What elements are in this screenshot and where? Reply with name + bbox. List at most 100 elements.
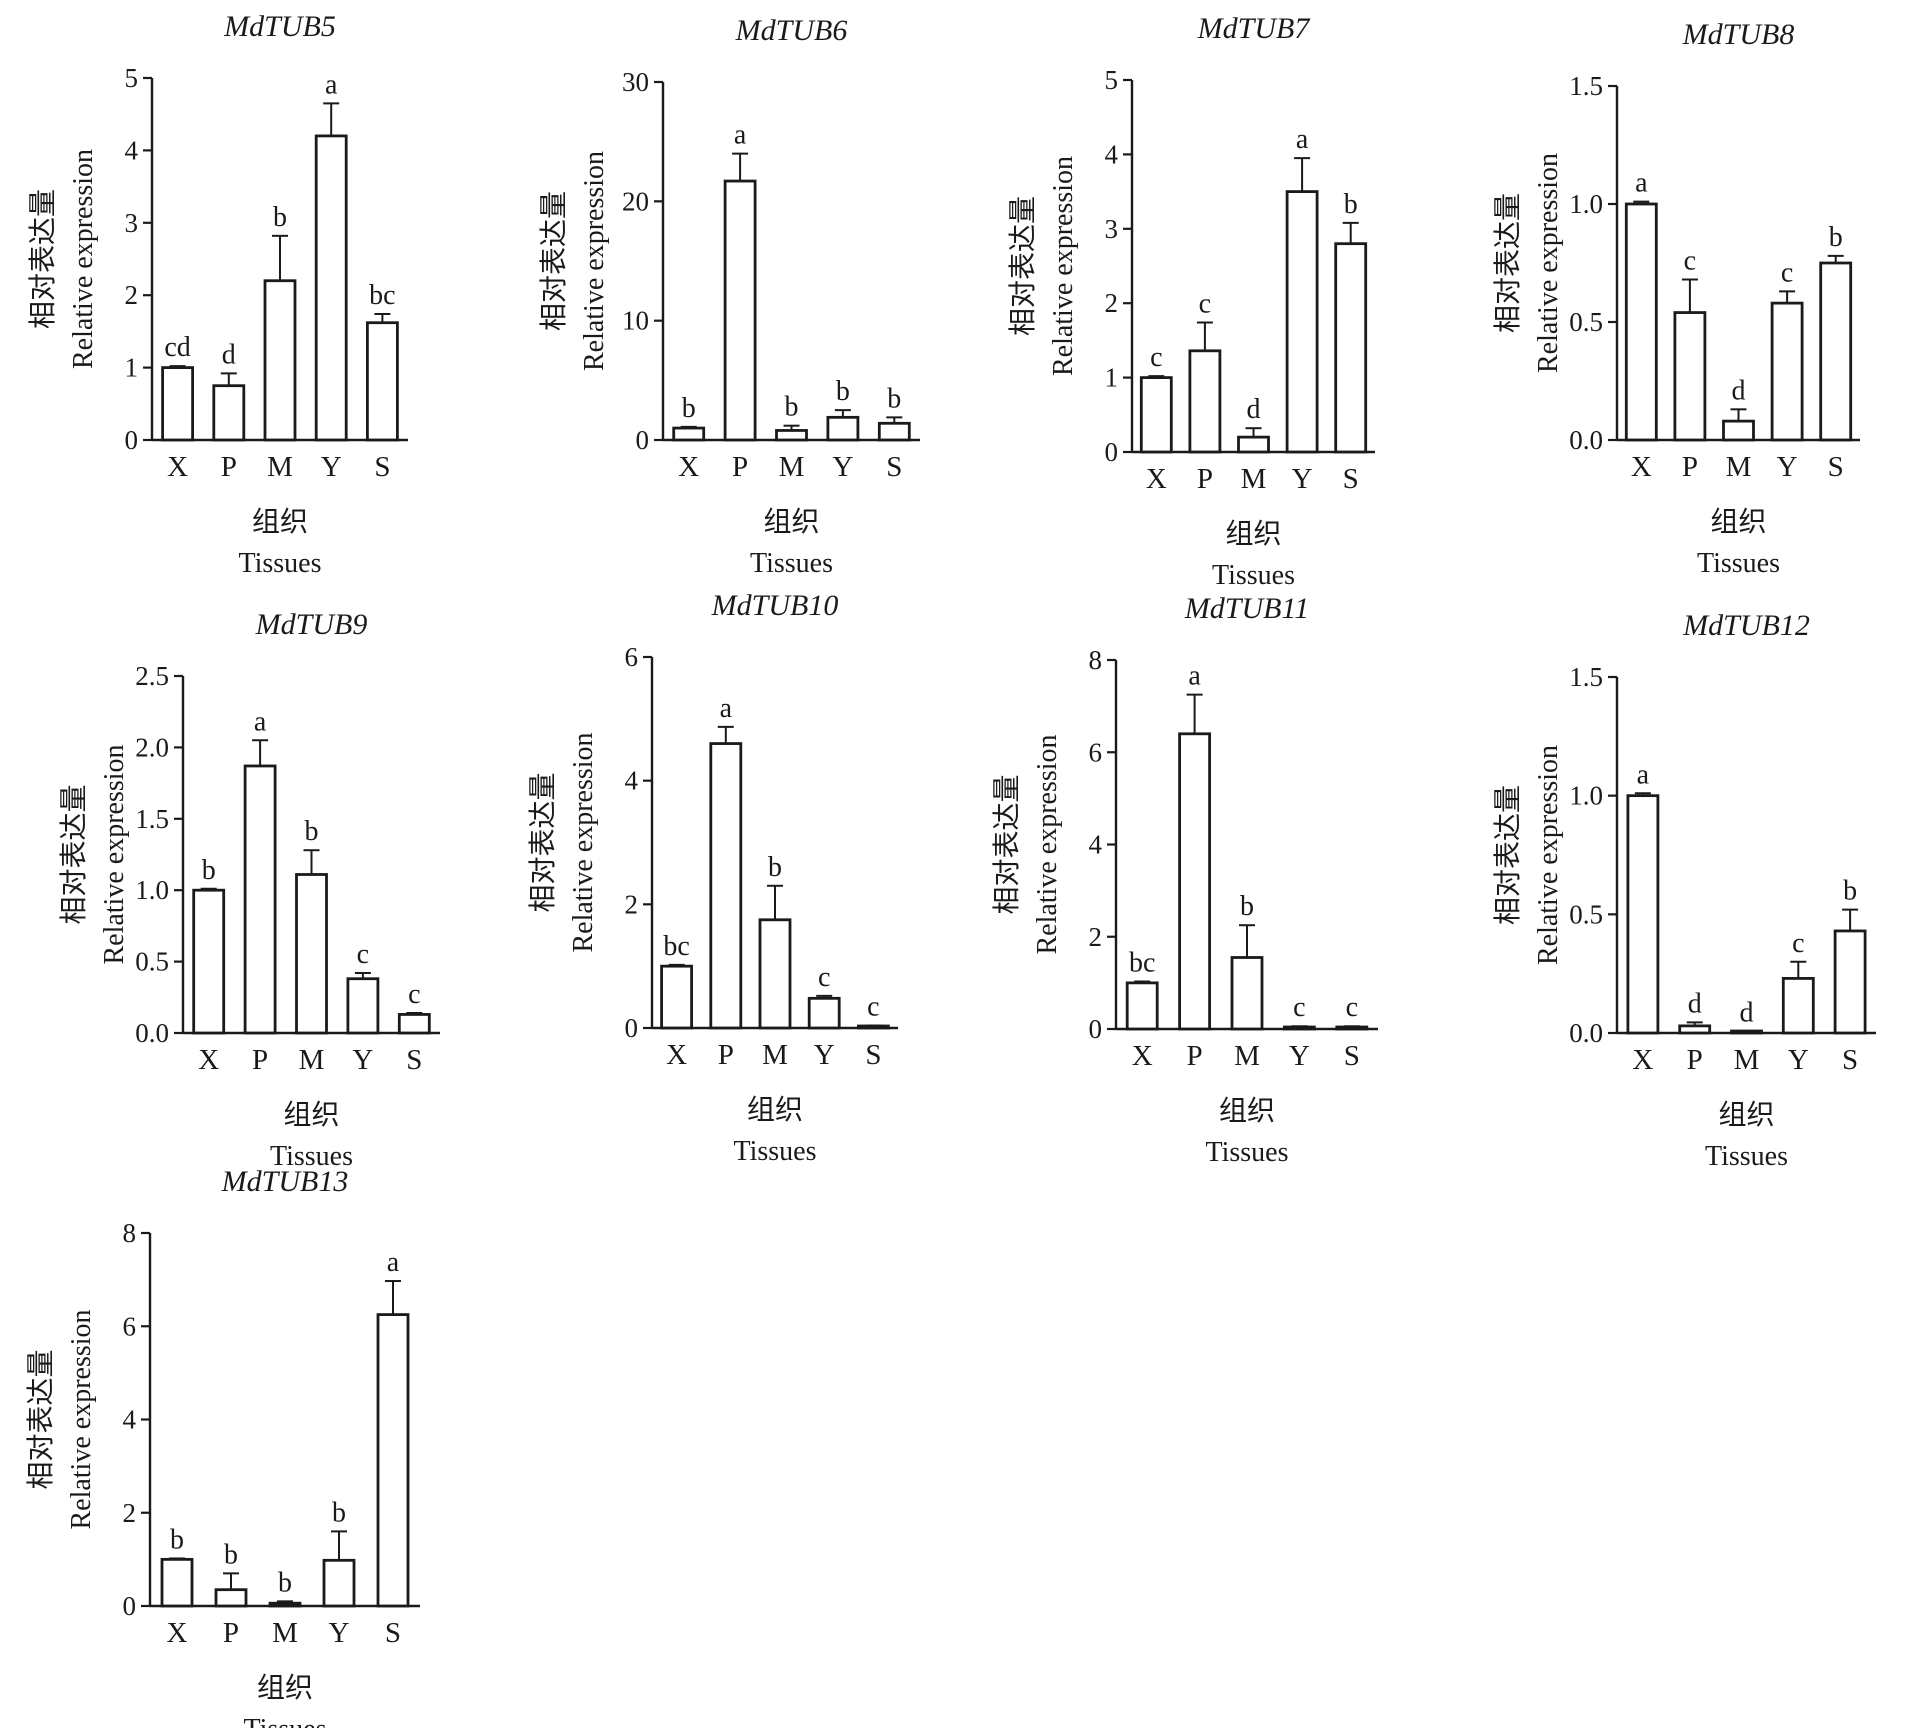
bar	[192, 888, 226, 1035]
x-axis-label: Tissues	[750, 548, 833, 579]
x-tick-label: S	[1842, 1044, 1858, 1076]
chart-title: MdTUB11	[1184, 592, 1309, 625]
y-tick-label: 3	[125, 208, 139, 238]
y-tick-label: 30	[622, 67, 649, 97]
bar	[1334, 242, 1368, 454]
y-tick-label: 0	[636, 425, 650, 455]
y-tick-label: 2.0	[135, 732, 169, 762]
chart-title: MdTUB5	[223, 10, 336, 43]
bar	[672, 426, 706, 442]
y-axis-label-cn: 相对表达量	[526, 772, 559, 912]
y-axis-label: Relative expression	[1048, 156, 1079, 376]
significance-letter: b	[1344, 189, 1358, 220]
x-tick-label: P	[252, 1044, 268, 1076]
bar	[1230, 956, 1264, 1031]
y-tick-label: 2	[123, 1498, 137, 1528]
x-axis-label-cn: 组织	[1718, 1098, 1774, 1131]
bar	[212, 384, 246, 442]
bar	[1178, 732, 1211, 1031]
x-tick-label: M	[272, 1617, 298, 1649]
x-axis-label-cn: 组织	[252, 505, 308, 538]
significance-letter: b	[332, 1497, 346, 1528]
significance-letter: c	[408, 979, 420, 1010]
x-axis-label: Tissues	[1205, 1137, 1288, 1168]
y-tick-label: 8	[1089, 645, 1103, 675]
bar	[1335, 1025, 1369, 1031]
x-tick-label: P	[1682, 451, 1698, 483]
x-tick-label: Y	[1289, 1040, 1310, 1072]
y-tick-label: 0.5	[135, 947, 169, 977]
bar	[1125, 981, 1159, 1031]
chart-panel: 0 1 2 3 4 5 cd Xd Pb Ma Ybc S MdTUB5 组织 Tissues 相对表达量 Re…	[26, 10, 408, 579]
bar	[1781, 977, 1815, 1035]
significance-letter: b	[305, 816, 319, 847]
significance-letter: a	[1296, 124, 1309, 155]
bar	[161, 366, 195, 442]
x-axis-label-cn: 组织	[283, 1098, 339, 1131]
x-tick-label: X	[1632, 1044, 1653, 1076]
y-axis-label: Relative expression	[1032, 734, 1063, 954]
chart-panel: 0.0 0.5 1.0 1.5 a Xc Pd Mc Yb S MdTUB8 组织 Tissues 相对表…	[1491, 18, 1860, 579]
x-tick-label: M	[1726, 451, 1752, 483]
y-axis-label-cn: 相对表达量	[537, 191, 570, 331]
bar	[1819, 261, 1853, 442]
y-axis-label-cn: 相对表达量	[990, 774, 1023, 914]
x-axis-label: Tissues	[1705, 1141, 1788, 1172]
significance-letter: c	[1684, 246, 1696, 277]
significance-letter: d	[1740, 997, 1754, 1028]
y-tick-label: 0.5	[1569, 307, 1603, 337]
bar	[1673, 311, 1707, 442]
significance-letter: d	[222, 339, 236, 370]
x-tick-label: Y	[832, 451, 853, 483]
significance-letter: bc	[663, 931, 689, 962]
y-axis-label: Relative expression	[68, 149, 99, 369]
significance-letter: a	[1635, 168, 1648, 199]
x-tick-label: X	[1146, 463, 1167, 495]
x-tick-label: Y	[1788, 1044, 1809, 1076]
y-tick-label: 8	[123, 1218, 137, 1248]
y-tick-label: 1.5	[1569, 662, 1603, 692]
x-tick-label: P	[223, 1617, 239, 1649]
x-axis-label-cn: 组织	[1710, 505, 1766, 538]
bar	[1626, 794, 1660, 1035]
y-tick-label: 1.5	[135, 804, 169, 834]
y-axis-label: Relative expression	[568, 732, 599, 952]
bar	[346, 977, 380, 1035]
significance-letter: c	[1150, 342, 1162, 373]
y-tick-label: 0	[123, 1591, 137, 1621]
significance-letter: c	[1293, 992, 1305, 1023]
y-tick-label: 0	[1089, 1014, 1103, 1044]
chart-title: MdTUB8	[1682, 18, 1795, 51]
y-axis-label-cn: 相对表达量	[24, 1349, 57, 1489]
x-tick-label: P	[1687, 1044, 1703, 1076]
y-tick-label: 4	[123, 1405, 137, 1435]
chart-panel: 0.00.51.01.5aXdPdMcYbSMdTUB12组织Tissues相对…	[1491, 609, 1876, 1172]
bar	[758, 918, 792, 1030]
significance-letter: b	[682, 393, 696, 424]
bar	[807, 996, 841, 1030]
significance-letter: b	[170, 1524, 184, 1555]
y-tick-label: 5	[125, 63, 139, 93]
significance-letter: d	[1247, 394, 1261, 425]
x-tick-label: M	[1241, 463, 1267, 495]
significance-letter: b	[278, 1567, 292, 1598]
x-tick-label: S	[1344, 1040, 1360, 1072]
y-axis-label: Relative expression	[99, 744, 130, 964]
chart-panel: 0 1 2 3 4 5 c Xc Pd Ma Yb S MdTUB7 组织 Tissues 相对表达量 Rela…	[1006, 12, 1375, 591]
x-tick-label: Y	[1292, 463, 1313, 495]
significance-letter: a	[720, 693, 733, 724]
significance-letter: b	[1829, 222, 1843, 253]
bar	[322, 1558, 356, 1608]
significance-letter: bc	[1129, 947, 1155, 978]
x-tick-label: X	[1631, 451, 1652, 483]
y-tick-label: 1	[125, 353, 139, 383]
x-tick-label: P	[732, 451, 748, 483]
significance-letter: c	[867, 992, 879, 1023]
significance-letter: bc	[369, 280, 395, 311]
significance-letter: c	[1792, 928, 1804, 959]
significance-letter: b	[273, 202, 287, 233]
x-axis-label: Tissues	[733, 1136, 816, 1167]
y-tick-label: 0.5	[1569, 899, 1603, 929]
x-tick-label: X	[198, 1044, 219, 1076]
